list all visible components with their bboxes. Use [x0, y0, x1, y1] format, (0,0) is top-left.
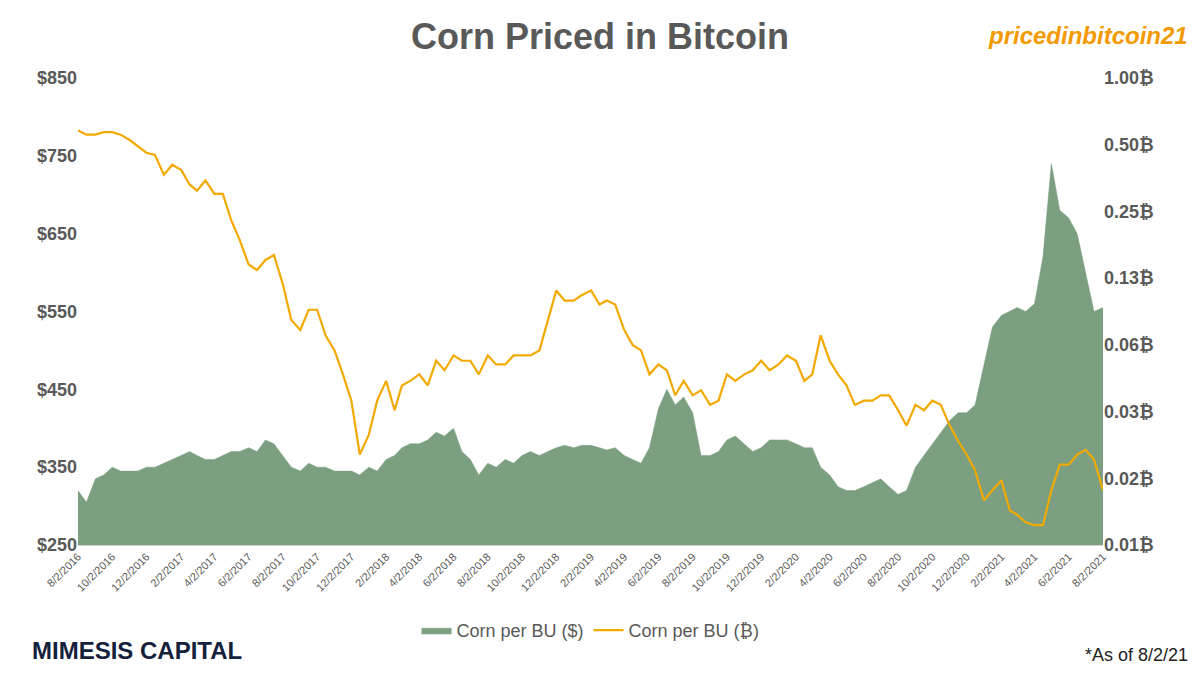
- svg-text:12/2/2020: 12/2/2020: [929, 551, 972, 594]
- svg-text:6/2/2017: 6/2/2017: [215, 551, 254, 590]
- svg-text:Corn Priced in Bitcoin: Corn Priced in Bitcoin: [411, 16, 789, 57]
- svg-text:2/2/2021: 2/2/2021: [968, 551, 1007, 590]
- svg-text:0.01₿: 0.01₿: [1104, 535, 1154, 555]
- svg-text:4/2/2019: 4/2/2019: [591, 551, 630, 590]
- svg-text:0.13₿: 0.13₿: [1104, 268, 1154, 288]
- svg-text:10/2/2017: 10/2/2017: [279, 551, 322, 594]
- svg-text:4/2/2020: 4/2/2020: [796, 551, 835, 590]
- svg-text:8/2/2019: 8/2/2019: [659, 551, 698, 590]
- svg-text:12/2/2017: 12/2/2017: [314, 551, 357, 594]
- svg-text:12/2/2018: 12/2/2018: [518, 551, 561, 594]
- svg-text:8/2/2017: 8/2/2017: [249, 551, 288, 590]
- svg-text:$750: $750: [37, 146, 77, 166]
- svg-text:2/2/2020: 2/2/2020: [762, 551, 801, 590]
- svg-text:2/2/2019: 2/2/2019: [558, 551, 597, 590]
- svg-text:0.50₿: 0.50₿: [1104, 135, 1154, 155]
- svg-text:6/2/2020: 6/2/2020: [830, 551, 869, 590]
- svg-text:6/2/2021: 6/2/2021: [1035, 551, 1074, 590]
- svg-text:$850: $850: [37, 68, 77, 88]
- svg-text:$550: $550: [37, 302, 77, 322]
- svg-text:2/2/2017: 2/2/2017: [148, 551, 187, 590]
- svg-text:2/2/2018: 2/2/2018: [353, 551, 392, 590]
- svg-text:$350: $350: [37, 457, 77, 477]
- svg-text:0.02₿: 0.02₿: [1104, 469, 1154, 489]
- svg-text:6/2/2019: 6/2/2019: [625, 551, 664, 590]
- svg-text:8/2/2016: 8/2/2016: [45, 551, 84, 590]
- svg-text:10/2/2020: 10/2/2020: [895, 551, 938, 594]
- svg-text:12/2/2016: 12/2/2016: [109, 551, 152, 594]
- svg-text:0.06₿: 0.06₿: [1104, 335, 1154, 355]
- svg-text:10/2/2018: 10/2/2018: [484, 551, 527, 594]
- svg-text:10/2/2016: 10/2/2016: [74, 551, 117, 594]
- svg-text:8/2/2018: 8/2/2018: [454, 551, 493, 590]
- svg-text:*As of 8/2/21: *As of 8/2/21: [1085, 645, 1188, 665]
- svg-text:8/2/2021: 8/2/2021: [1070, 551, 1109, 590]
- svg-text:$250: $250: [37, 535, 77, 555]
- svg-text:Corn per BU (₿): Corn per BU (₿): [629, 621, 759, 641]
- svg-text:0.03₿: 0.03₿: [1104, 402, 1154, 422]
- svg-text:$650: $650: [37, 224, 77, 244]
- svg-text:1.00₿: 1.00₿: [1104, 68, 1154, 88]
- svg-text:12/2/2019: 12/2/2019: [723, 551, 766, 594]
- svg-text:$450: $450: [37, 380, 77, 400]
- svg-text:0.25₿: 0.25₿: [1104, 202, 1154, 222]
- svg-text:8/2/2020: 8/2/2020: [865, 551, 904, 590]
- svg-text:Corn per BU ($): Corn per BU ($): [457, 621, 584, 641]
- svg-text:10/2/2019: 10/2/2019: [689, 551, 732, 594]
- svg-text:6/2/2018: 6/2/2018: [420, 551, 459, 590]
- svg-text:4/2/2017: 4/2/2017: [181, 551, 220, 590]
- svg-text:MIMESIS CAPITAL: MIMESIS CAPITAL: [32, 637, 242, 664]
- svg-text:4/2/2021: 4/2/2021: [1001, 551, 1040, 590]
- svg-text:4/2/2018: 4/2/2018: [386, 551, 425, 590]
- svg-text:pricedinbitcoin21: pricedinbitcoin21: [988, 22, 1188, 49]
